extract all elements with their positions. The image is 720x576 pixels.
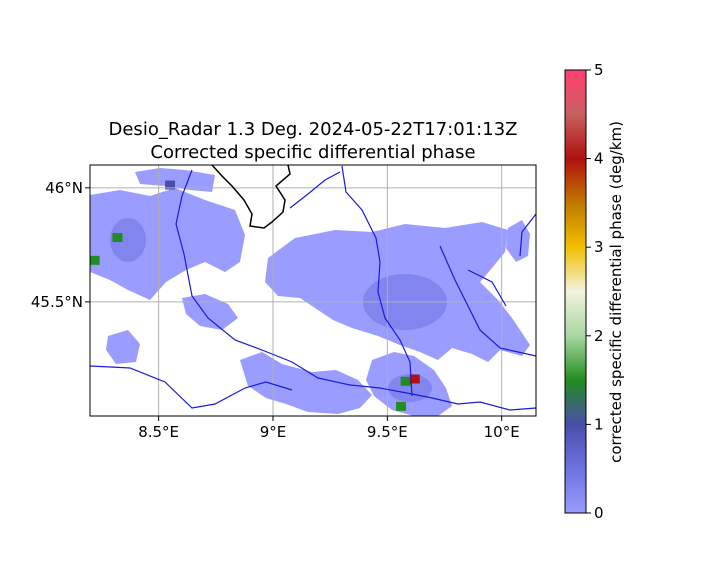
gridlines [90, 165, 536, 416]
river-po-west [90, 365, 293, 409]
colorbar: 0 1 2 3 4 5 corrected specific differential p… [564, 61, 625, 522]
colorbar-tick-label: 0 [594, 504, 604, 522]
river-oglio [519, 213, 536, 257]
hotspot-cell-0 [400, 376, 411, 386]
echo-core-south [388, 374, 432, 402]
hotspot-cell-4 [90, 255, 100, 265]
colorbar-ticks: 0 1 2 3 4 5 [586, 61, 604, 522]
chart-title: Desio_Radar 1.3 Deg. 2024-05-22T17:01:13… [108, 119, 518, 140]
river-adda [341, 165, 413, 397]
colorbar-tick-label: 2 [594, 327, 604, 345]
x-axis: 8.5°E 9°E 9.5°E 10°E [138, 416, 520, 441]
x-tick-label: 9.5°E [367, 423, 408, 441]
map-frame [89, 164, 537, 417]
x-tick-label: 9°E [260, 423, 287, 441]
river-ticino [175, 169, 536, 411]
colorbar-tick-label: 3 [594, 238, 604, 256]
hotspot-cell-5 [165, 180, 176, 190]
echo-core-west [110, 218, 146, 262]
colorbar-tick-label: 5 [594, 61, 604, 79]
colorbar-label: corrected specific differential phase (d… [607, 121, 625, 463]
colorbar-gradient [564, 69, 587, 514]
hotspot-cell-3 [112, 233, 123, 243]
rivers [90, 165, 536, 411]
map-area [90, 165, 536, 416]
river-east-branch [467, 269, 507, 307]
echo-region-east [506, 220, 530, 262]
x-tick-label: 8.5°E [138, 423, 179, 441]
hotspot-cell-1 [409, 374, 420, 384]
river-serio [439, 245, 536, 357]
colorbar-tick-label: 1 [594, 415, 604, 433]
national-border [211, 165, 291, 229]
hotspots [90, 180, 420, 411]
x-tick-label: 10°E [484, 423, 520, 441]
echo-region-west [90, 188, 245, 300]
y-tick-label: 46°N [45, 179, 83, 197]
river-lake-link [289, 171, 341, 209]
echo-region-north [135, 168, 215, 192]
y-tick-label: 45.5°N [31, 293, 83, 311]
echo-region-southwest [240, 352, 372, 414]
chart-subtitle: Corrected specific differential phase [150, 142, 476, 163]
echo-region-west-low [106, 330, 140, 364]
colorbar-tick-label: 4 [594, 150, 604, 168]
hotspot-cell-2 [396, 401, 407, 411]
border-line [211, 165, 291, 229]
echo-region-mid [182, 294, 238, 330]
y-axis: 46°N 45.5°N [31, 179, 90, 311]
